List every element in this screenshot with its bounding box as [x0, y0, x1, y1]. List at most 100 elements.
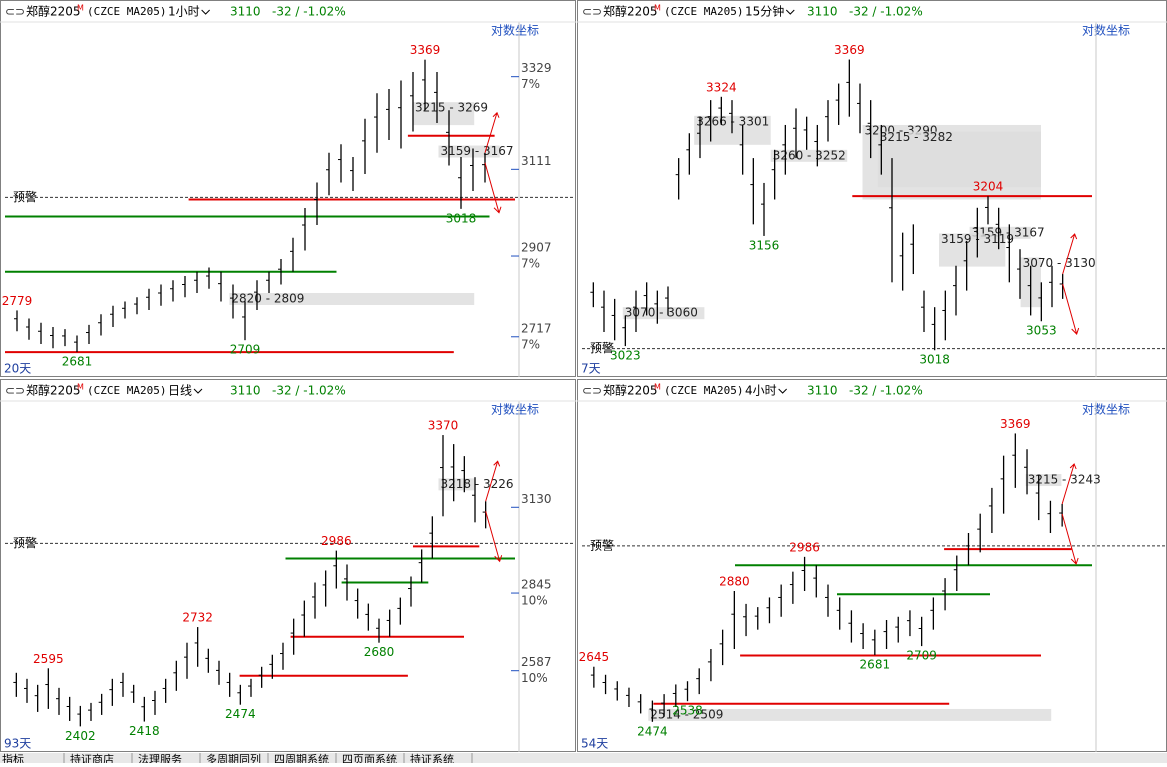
range-label: 3215 - 3282 — [880, 130, 953, 144]
range-box — [939, 233, 1006, 267]
pivot-label: 2680 — [364, 645, 395, 659]
panel-border — [0, 0, 576, 377]
pivot-label: 3053 — [1026, 324, 1057, 338]
range-label: 2514 - 2509 — [650, 707, 723, 721]
pivot-label: 2880 — [719, 575, 750, 589]
pivot-label: 2732 — [182, 611, 213, 625]
scale-toggle[interactable]: 对数坐标 — [491, 402, 539, 417]
symbol: 郑醇2205 — [603, 383, 658, 398]
range-label: 3218 - 3226 — [441, 477, 514, 491]
y-tick-label: 2845 — [521, 578, 552, 592]
panel-border — [0, 379, 576, 752]
pivot-label: 2709 — [906, 649, 937, 663]
range-label: 3159 - 3167 — [441, 144, 514, 158]
range-box — [413, 102, 475, 126]
code: (CZCE MA205) — [664, 5, 743, 18]
dropdown-arrow — [193, 388, 203, 394]
pivot-label: 3324 — [706, 80, 737, 94]
range-label: 2820 - 2809 — [231, 292, 304, 306]
range-label: 3260 - 3252 — [773, 148, 846, 162]
y-tick-label: 2907 — [521, 241, 552, 255]
scale-toggle[interactable]: 对数坐标 — [1082, 23, 1130, 38]
tab-bar — [0, 753, 1167, 763]
y-tick-note: 7% — [521, 257, 540, 271]
pivot-label: 2402 — [65, 729, 96, 743]
symbol: 郑醇2205 — [26, 383, 81, 398]
alert-label: 预警 — [13, 535, 37, 550]
tab[interactable]: 四页面系统 — [342, 753, 397, 766]
link-icon: ⊂⊃ — [5, 384, 25, 398]
pivot-label: 2474 — [637, 724, 668, 738]
range-label: 3070 - 3060 — [625, 306, 698, 320]
range-label: 3266 - 3301 — [696, 114, 769, 128]
y-tick-label: 3130 — [521, 492, 552, 506]
range-label: 3215 - 3243 — [1028, 473, 1101, 487]
scale-toggle[interactable]: 对数坐标 — [1082, 402, 1130, 417]
pivot-label: 2681 — [62, 355, 93, 369]
pivot-label: 2474 — [225, 707, 256, 721]
range-box — [770, 149, 848, 162]
alert-label: 预警 — [590, 340, 614, 355]
price-change: -32 / -1.02% — [849, 5, 923, 19]
pivot-label: 3369 — [1000, 417, 1031, 431]
y-tick-label: 3111 — [521, 154, 552, 168]
symbol-mark: M — [654, 4, 661, 13]
code: (CZCE MA205) — [87, 5, 166, 18]
y-tick-note: 10% — [521, 594, 548, 608]
alert-label: 预警 — [590, 537, 614, 552]
y-tick-label: 2587 — [521, 655, 552, 669]
range-box — [438, 478, 475, 491]
days-label: 54天 — [581, 737, 608, 751]
pivot-label: 3369 — [834, 43, 865, 57]
period-select[interactable]: 1小时 — [168, 5, 200, 19]
code: (CZCE MA205) — [664, 384, 743, 397]
range-box — [622, 307, 705, 320]
pivot-label: 2681 — [860, 658, 891, 672]
projection-arrow — [484, 111, 502, 214]
pivot-label: 3204 — [973, 180, 1004, 194]
projection-arrow — [485, 460, 503, 563]
last-price: 3110 — [807, 5, 838, 19]
y-tick-note: 7% — [521, 337, 540, 351]
tab[interactable]: 指标 — [2, 752, 24, 766]
period-select[interactable]: 日线 — [168, 384, 192, 398]
range-box — [1025, 474, 1062, 487]
pivot-label: 3018 — [919, 353, 950, 367]
link-icon: ⊂⊃ — [582, 5, 602, 19]
y-tick-label: 3329 — [521, 61, 552, 75]
pivot-label: 2779 — [2, 294, 33, 308]
days-label: 7天 — [581, 362, 601, 376]
period-select[interactable]: 15分钟 — [745, 4, 784, 19]
pivot-label: 3156 — [749, 238, 780, 252]
last-price: 3110 — [807, 384, 838, 398]
price-change: -32 / -1.02% — [849, 384, 923, 398]
pivot-label: 3369 — [410, 43, 441, 57]
link-icon: ⊂⊃ — [582, 384, 602, 398]
code: (CZCE MA205) — [87, 384, 166, 397]
tab[interactable]: 法理服务 — [138, 752, 182, 766]
days-label: 20天 — [4, 362, 31, 376]
tab[interactable]: 四周期系统 — [274, 753, 329, 766]
pivot-label: 2595 — [33, 652, 64, 666]
y-tick-note: 7% — [521, 77, 540, 91]
tab[interactable]: 持证系统 — [410, 752, 454, 766]
last-price: 3110 — [230, 5, 261, 19]
y-tick-label: 2717 — [521, 321, 552, 335]
dropdown-arrow — [778, 388, 787, 394]
dropdown-arrow — [201, 9, 210, 15]
y-tick-note: 10% — [521, 671, 548, 685]
price-change: -32 / -1.02% — [272, 384, 346, 398]
period-select[interactable]: 4小时 — [745, 384, 777, 398]
pivot-label: 2986 — [789, 540, 820, 554]
range-box — [877, 131, 1041, 188]
scale-toggle[interactable]: 对数坐标 — [491, 23, 539, 38]
tab[interactable]: 多周期同列 — [206, 752, 261, 766]
pivot-label: 2645 — [579, 650, 610, 664]
tab[interactable]: 持证商店 — [70, 752, 114, 766]
symbol-mark: M — [77, 383, 84, 392]
